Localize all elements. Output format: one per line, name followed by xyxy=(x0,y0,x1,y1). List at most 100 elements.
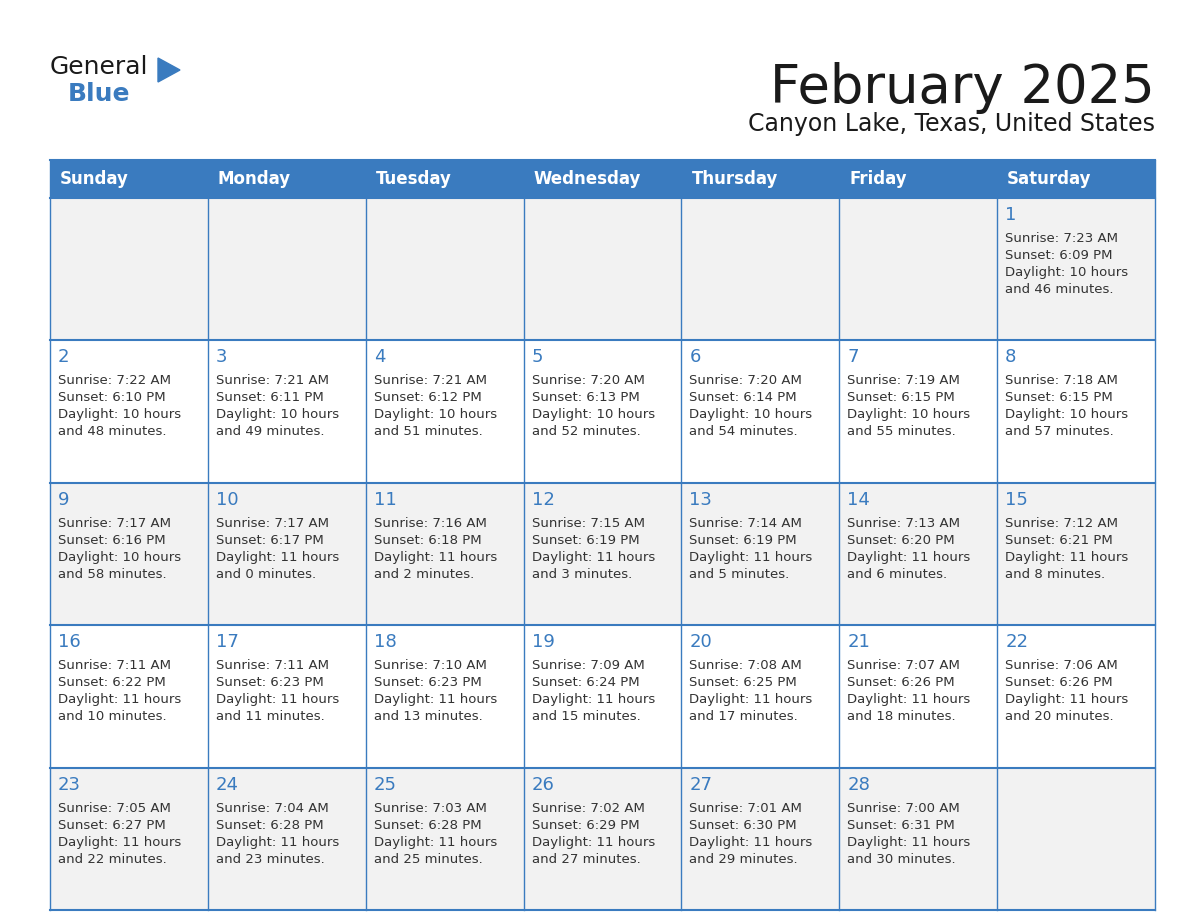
Bar xyxy=(997,483,1155,625)
Bar xyxy=(839,341,997,483)
Text: Wednesday: Wednesday xyxy=(533,170,642,188)
Bar xyxy=(50,198,208,341)
Text: and 48 minutes.: and 48 minutes. xyxy=(58,425,166,439)
Text: Sunset: 6:28 PM: Sunset: 6:28 PM xyxy=(216,819,323,832)
Text: Sunrise: 7:03 AM: Sunrise: 7:03 AM xyxy=(374,801,487,814)
Text: Sunset: 6:18 PM: Sunset: 6:18 PM xyxy=(374,533,481,547)
Bar xyxy=(50,341,208,483)
Text: Sunset: 6:30 PM: Sunset: 6:30 PM xyxy=(689,819,797,832)
Text: and 3 minutes.: and 3 minutes. xyxy=(531,568,632,581)
Text: 12: 12 xyxy=(531,491,555,509)
Bar xyxy=(682,341,839,483)
Text: Sunset: 6:20 PM: Sunset: 6:20 PM xyxy=(847,533,955,547)
Text: Sunrise: 7:23 AM: Sunrise: 7:23 AM xyxy=(1005,232,1118,245)
Text: 20: 20 xyxy=(689,633,712,651)
Text: and 11 minutes.: and 11 minutes. xyxy=(216,711,324,723)
Text: Sunset: 6:09 PM: Sunset: 6:09 PM xyxy=(1005,249,1113,262)
Bar xyxy=(366,198,524,341)
Text: Sunrise: 7:21 AM: Sunrise: 7:21 AM xyxy=(216,375,329,387)
Text: Daylight: 11 hours: Daylight: 11 hours xyxy=(1005,551,1129,564)
Text: and 23 minutes.: and 23 minutes. xyxy=(216,853,324,866)
Text: 22: 22 xyxy=(1005,633,1028,651)
Text: and 30 minutes.: and 30 minutes. xyxy=(847,853,956,866)
Text: Sunrise: 7:17 AM: Sunrise: 7:17 AM xyxy=(216,517,329,530)
Text: Sunrise: 7:09 AM: Sunrise: 7:09 AM xyxy=(531,659,644,672)
Text: Sunrise: 7:01 AM: Sunrise: 7:01 AM xyxy=(689,801,802,814)
Text: Daylight: 11 hours: Daylight: 11 hours xyxy=(216,835,339,848)
Text: and 6 minutes.: and 6 minutes. xyxy=(847,568,947,581)
Bar xyxy=(524,483,682,625)
Text: Daylight: 11 hours: Daylight: 11 hours xyxy=(847,693,971,706)
Text: Sunrise: 7:04 AM: Sunrise: 7:04 AM xyxy=(216,801,329,814)
Text: Daylight: 11 hours: Daylight: 11 hours xyxy=(531,693,655,706)
Text: and 52 minutes.: and 52 minutes. xyxy=(531,425,640,439)
Text: Sunrise: 7:06 AM: Sunrise: 7:06 AM xyxy=(1005,659,1118,672)
Text: 8: 8 xyxy=(1005,349,1017,366)
Text: and 49 minutes.: and 49 minutes. xyxy=(216,425,324,439)
Text: Sunset: 6:11 PM: Sunset: 6:11 PM xyxy=(216,391,323,405)
Text: Sunset: 6:15 PM: Sunset: 6:15 PM xyxy=(847,391,955,405)
Text: Sunrise: 7:22 AM: Sunrise: 7:22 AM xyxy=(58,375,171,387)
Bar xyxy=(366,625,524,767)
Text: Sunset: 6:12 PM: Sunset: 6:12 PM xyxy=(374,391,481,405)
Text: Sunset: 6:13 PM: Sunset: 6:13 PM xyxy=(531,391,639,405)
Text: Daylight: 11 hours: Daylight: 11 hours xyxy=(689,551,813,564)
Text: and 17 minutes.: and 17 minutes. xyxy=(689,711,798,723)
Text: Daylight: 11 hours: Daylight: 11 hours xyxy=(847,551,971,564)
Text: and 0 minutes.: and 0 minutes. xyxy=(216,568,316,581)
Text: February 2025: February 2025 xyxy=(770,62,1155,114)
Text: Thursday: Thursday xyxy=(691,170,778,188)
Text: Daylight: 10 hours: Daylight: 10 hours xyxy=(1005,266,1129,279)
Bar xyxy=(682,198,839,341)
Bar xyxy=(208,767,366,910)
Bar xyxy=(997,341,1155,483)
Text: and 46 minutes.: and 46 minutes. xyxy=(1005,283,1113,296)
Text: 11: 11 xyxy=(374,491,397,509)
Text: Daylight: 11 hours: Daylight: 11 hours xyxy=(1005,693,1129,706)
Text: 26: 26 xyxy=(531,776,555,793)
Text: 2: 2 xyxy=(58,349,70,366)
Text: and 57 minutes.: and 57 minutes. xyxy=(1005,425,1114,439)
Text: 16: 16 xyxy=(58,633,81,651)
Bar xyxy=(366,483,524,625)
Text: and 15 minutes.: and 15 minutes. xyxy=(531,711,640,723)
Bar xyxy=(366,767,524,910)
Text: Sunset: 6:24 PM: Sunset: 6:24 PM xyxy=(531,677,639,689)
Text: Sunset: 6:21 PM: Sunset: 6:21 PM xyxy=(1005,533,1113,547)
Text: 14: 14 xyxy=(847,491,870,509)
Text: Sunrise: 7:02 AM: Sunrise: 7:02 AM xyxy=(531,801,644,814)
Text: Sunset: 6:19 PM: Sunset: 6:19 PM xyxy=(531,533,639,547)
Text: and 25 minutes.: and 25 minutes. xyxy=(374,853,482,866)
Text: Daylight: 11 hours: Daylight: 11 hours xyxy=(58,835,182,848)
Text: Sunset: 6:14 PM: Sunset: 6:14 PM xyxy=(689,391,797,405)
Text: Sunset: 6:22 PM: Sunset: 6:22 PM xyxy=(58,677,166,689)
Text: Daylight: 11 hours: Daylight: 11 hours xyxy=(847,835,971,848)
Bar xyxy=(839,198,997,341)
Text: Daylight: 11 hours: Daylight: 11 hours xyxy=(374,693,497,706)
Text: 7: 7 xyxy=(847,349,859,366)
Text: and 54 minutes.: and 54 minutes. xyxy=(689,425,798,439)
Text: 19: 19 xyxy=(531,633,555,651)
Text: Sunset: 6:15 PM: Sunset: 6:15 PM xyxy=(1005,391,1113,405)
Text: Daylight: 11 hours: Daylight: 11 hours xyxy=(689,835,813,848)
Text: Sunset: 6:31 PM: Sunset: 6:31 PM xyxy=(847,819,955,832)
Bar xyxy=(997,767,1155,910)
Text: Daylight: 11 hours: Daylight: 11 hours xyxy=(531,835,655,848)
Bar xyxy=(839,767,997,910)
Text: and 27 minutes.: and 27 minutes. xyxy=(531,853,640,866)
Text: Daylight: 11 hours: Daylight: 11 hours xyxy=(216,693,339,706)
Text: Daylight: 11 hours: Daylight: 11 hours xyxy=(374,551,497,564)
Bar xyxy=(50,160,1155,198)
Text: 27: 27 xyxy=(689,776,713,793)
Text: Daylight: 11 hours: Daylight: 11 hours xyxy=(689,693,813,706)
Text: Daylight: 11 hours: Daylight: 11 hours xyxy=(531,551,655,564)
Text: Sunrise: 7:21 AM: Sunrise: 7:21 AM xyxy=(374,375,487,387)
Text: Canyon Lake, Texas, United States: Canyon Lake, Texas, United States xyxy=(748,112,1155,136)
Text: Blue: Blue xyxy=(68,82,131,106)
Bar xyxy=(839,625,997,767)
Bar xyxy=(997,625,1155,767)
Text: and 29 minutes.: and 29 minutes. xyxy=(689,853,798,866)
Text: Daylight: 10 hours: Daylight: 10 hours xyxy=(689,409,813,421)
Text: Sunday: Sunday xyxy=(61,170,128,188)
Text: Sunset: 6:26 PM: Sunset: 6:26 PM xyxy=(847,677,955,689)
